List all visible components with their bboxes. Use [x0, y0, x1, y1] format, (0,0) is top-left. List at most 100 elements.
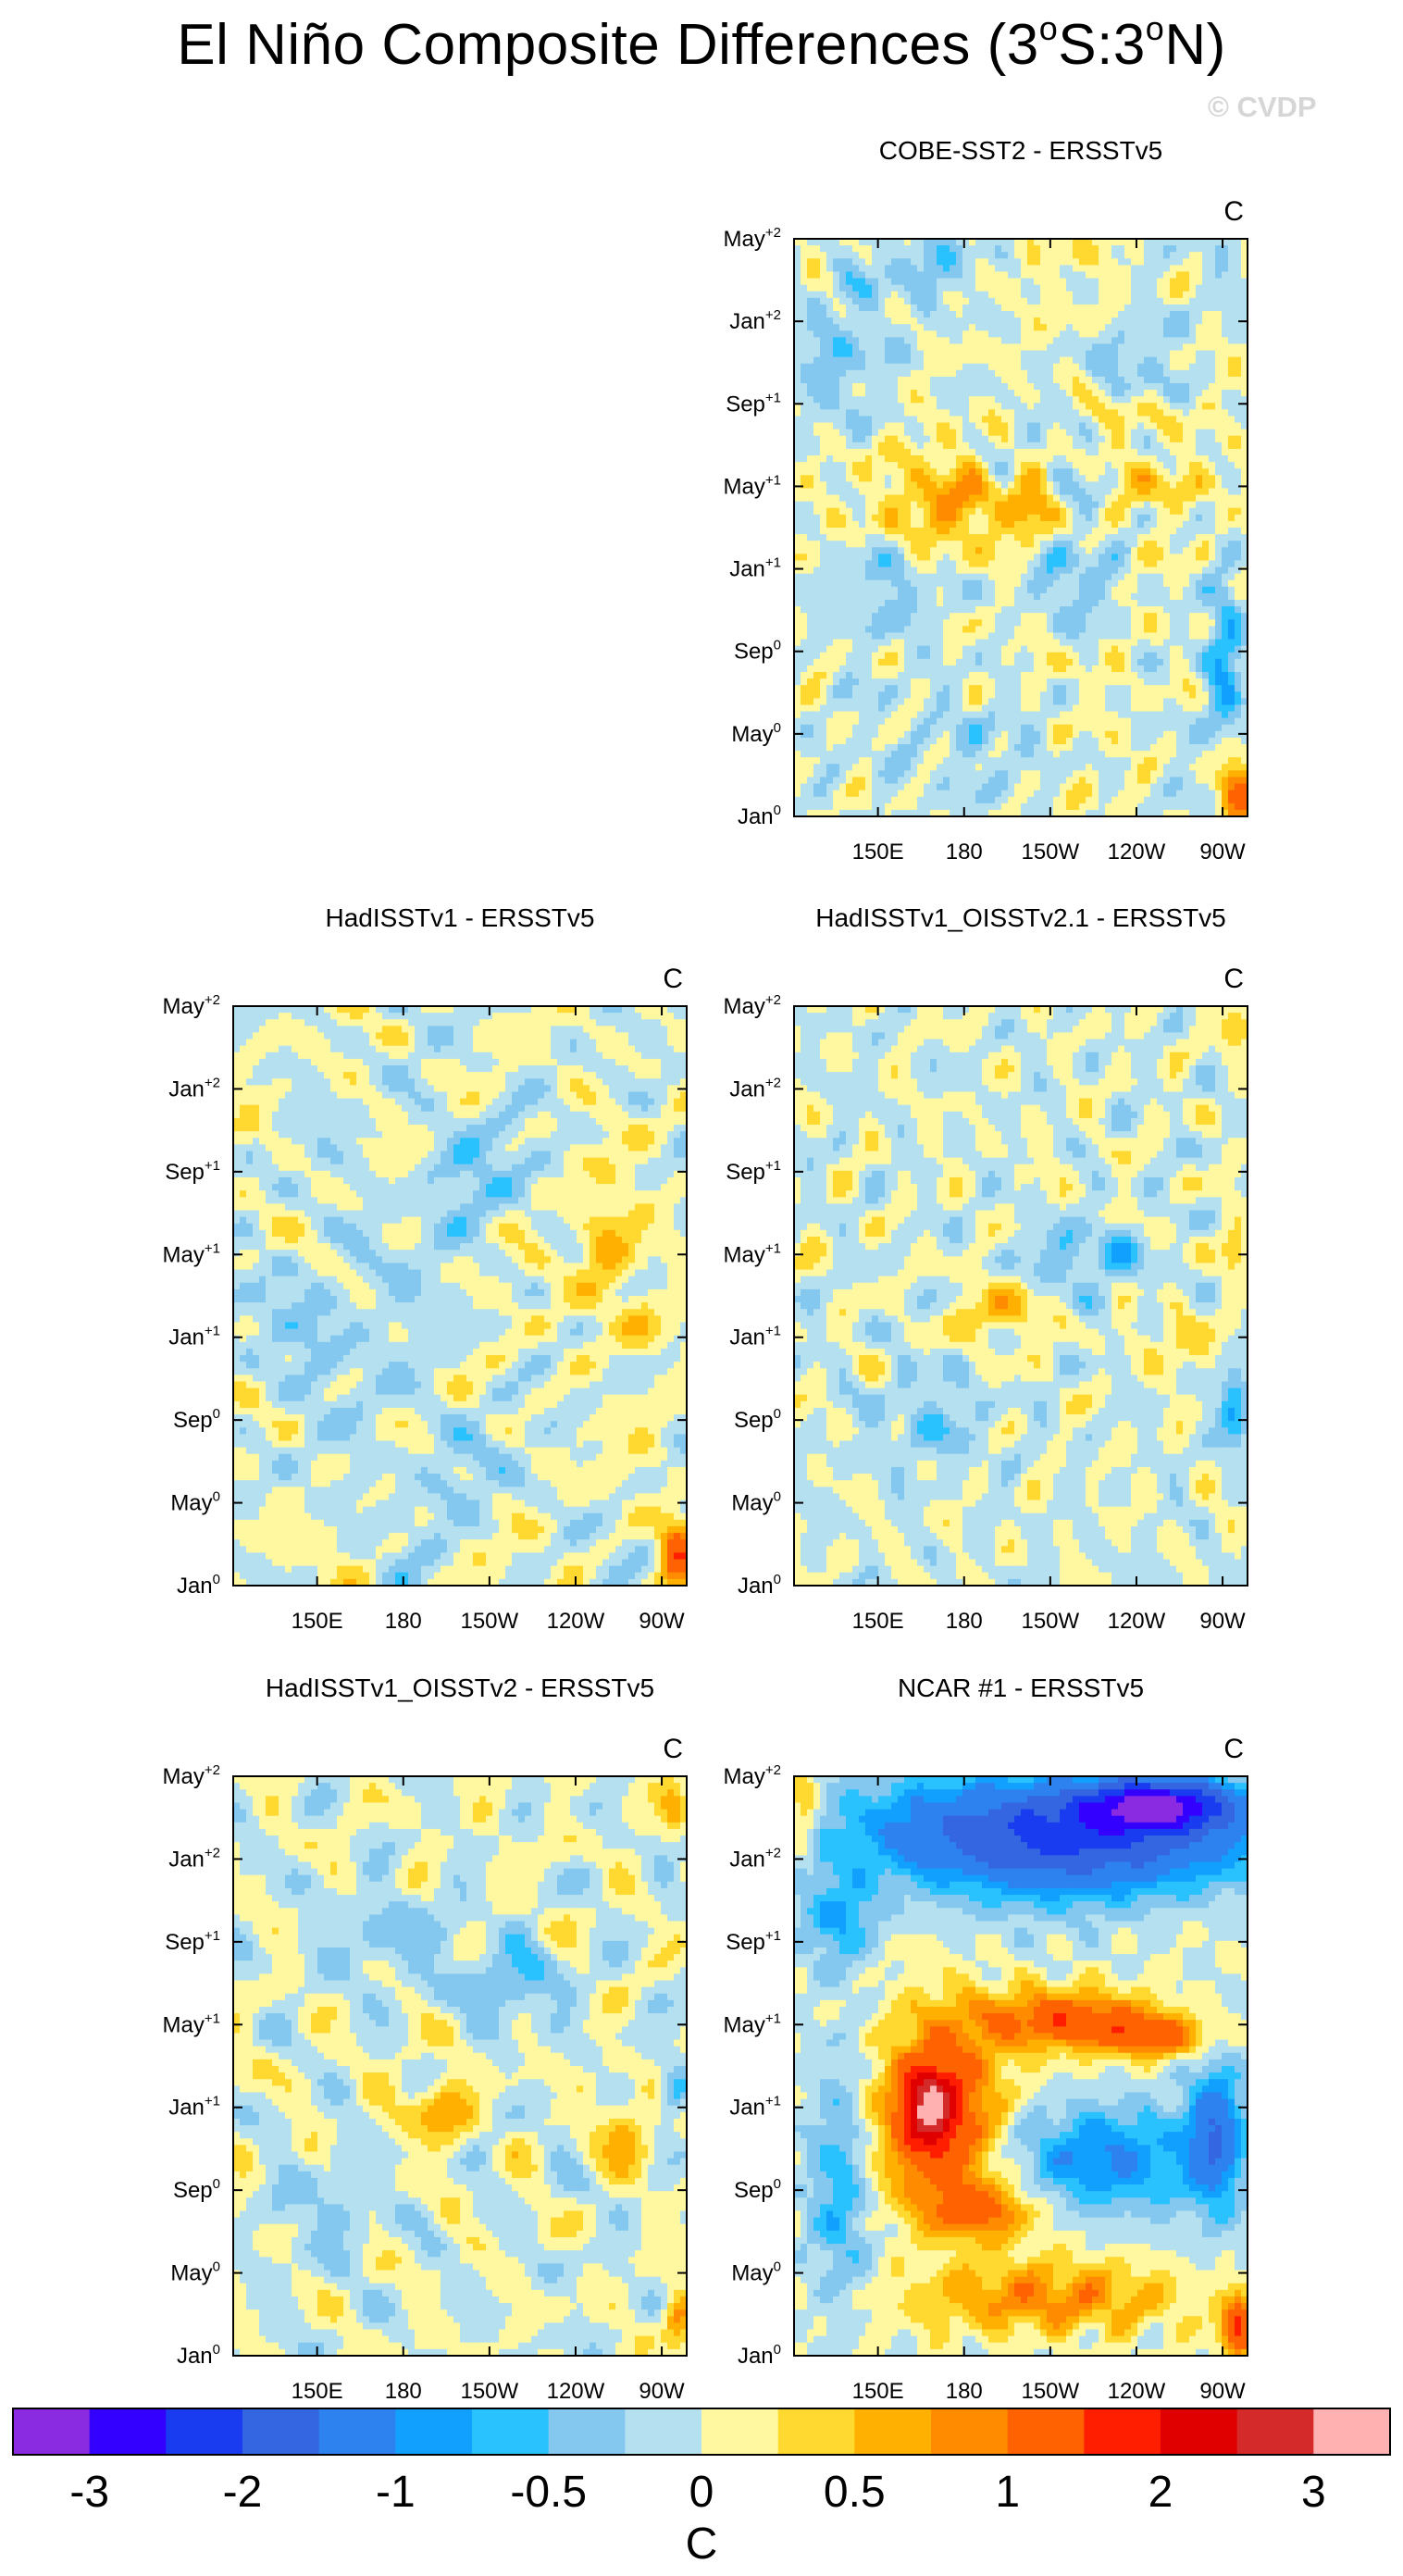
heatmap-cell [904, 291, 912, 299]
heatmap-cell [1040, 554, 1048, 562]
heatmap-cell [1021, 566, 1028, 575]
heatmap-cell [1176, 573, 1184, 581]
heatmap-cell [1086, 403, 1093, 410]
heatmap-cell [924, 448, 931, 456]
heatmap-cell [1027, 632, 1035, 641]
heatmap-cell [1118, 265, 1125, 273]
heatmap-cell [1196, 363, 1203, 371]
heatmap-cell [995, 520, 1002, 529]
heatmap-cell [995, 396, 1002, 404]
heatmap-cell [1053, 566, 1061, 575]
heatmap-cell [1196, 324, 1203, 331]
heatmap-cell [982, 291, 989, 299]
heatmap-cell [801, 501, 808, 509]
heatmap-cell [859, 356, 866, 365]
heatmap-cell [937, 534, 944, 541]
heatmap-cell [1137, 579, 1145, 588]
heatmap-cell [917, 409, 925, 417]
heatmap-cell [801, 396, 808, 404]
heatmap-cell [1209, 606, 1216, 614]
heatmap-cell [885, 632, 892, 641]
heatmap-cell [839, 435, 847, 443]
heatmap-cell [852, 383, 860, 391]
heatmap-cell [1157, 297, 1164, 305]
heatmap-cell [1131, 678, 1138, 686]
heatmap-cell [813, 429, 821, 437]
heatmap-cell [1176, 245, 1184, 253]
heatmap-cell [1021, 468, 1028, 476]
heatmap-cell [1111, 488, 1119, 496]
heatmap-cell [1001, 356, 1009, 365]
heatmap-cell [1053, 278, 1061, 286]
heatmap-cell [1105, 685, 1112, 692]
heatmap-cell [1105, 265, 1112, 273]
heatmap-cell [904, 488, 912, 496]
heatmap-cell [1150, 566, 1158, 575]
heatmap-cell [1189, 284, 1197, 292]
heatmap-cell [969, 409, 976, 417]
heatmap-cell [1040, 363, 1048, 371]
heatmap-cell [885, 626, 892, 634]
heatmap-cell [846, 252, 853, 259]
heatmap-cell [807, 586, 814, 594]
heatmap-cell [872, 514, 879, 522]
heatmap-cell [891, 311, 899, 318]
heatmap-cell [1150, 592, 1158, 601]
heatmap-cell [1241, 619, 1248, 627]
heatmap-cell [1060, 579, 1067, 588]
heatmap-cell [1144, 350, 1151, 358]
heatmap-cell [807, 554, 814, 562]
heatmap-cell [859, 665, 866, 673]
heatmap-cell [1047, 271, 1054, 280]
heatmap-cell [1099, 317, 1106, 325]
heatmap-cell [1222, 271, 1229, 280]
heatmap-cell [1027, 409, 1035, 417]
heatmap-cell [1034, 626, 1041, 634]
heatmap-cell [813, 369, 821, 378]
heatmap-cell [1137, 698, 1145, 706]
heatmap-cell [1131, 507, 1138, 516]
heatmap-cell [1144, 501, 1151, 509]
heatmap-cell [1086, 304, 1093, 312]
heatmap-cell [1222, 658, 1229, 666]
heatmap-cell [1021, 579, 1028, 588]
heatmap-cell [1235, 416, 1242, 424]
heatmap-cell [956, 665, 963, 673]
heatmap-cell [1079, 396, 1086, 404]
heatmap-cell [995, 645, 1002, 653]
heatmap-cell [1008, 350, 1015, 358]
heatmap-cell [878, 507, 886, 516]
heatmap-cell [937, 579, 944, 588]
heatmap-cell [1099, 494, 1106, 503]
heatmap-cell [885, 698, 892, 706]
heatmap-cell [995, 245, 1002, 253]
heatmap-cell [872, 245, 879, 253]
heatmap-cell [878, 422, 886, 430]
heatmap-cell [937, 350, 944, 358]
heatmap-cell [956, 573, 963, 581]
heatmap-cell [930, 429, 937, 437]
heatmap-cell [865, 455, 873, 463]
heatmap-cell [839, 324, 847, 331]
heatmap-cell [1014, 468, 1022, 476]
heatmap-cell [988, 252, 996, 259]
heatmap-cell [930, 343, 937, 352]
heatmap-cell [872, 507, 879, 516]
heatmap-cell [904, 337, 912, 345]
heatmap-cell [820, 337, 827, 345]
heatmap-cell [1196, 586, 1203, 594]
heatmap-cell [1222, 494, 1229, 503]
heatmap-cell [1086, 488, 1093, 496]
heatmap-cell [813, 579, 821, 588]
heatmap-cell [1163, 278, 1171, 286]
heatmap-cell [1092, 448, 1099, 456]
heatmap-cell [995, 579, 1002, 588]
heatmap-cell [904, 528, 912, 535]
heatmap-cell [943, 258, 950, 266]
heatmap-cell [1157, 554, 1164, 562]
heatmap-cell [898, 390, 905, 397]
heatmap-cell [956, 507, 963, 516]
heatmap-cell [1137, 343, 1145, 352]
heatmap-cell [1118, 343, 1125, 352]
heatmap-cell [801, 350, 808, 358]
